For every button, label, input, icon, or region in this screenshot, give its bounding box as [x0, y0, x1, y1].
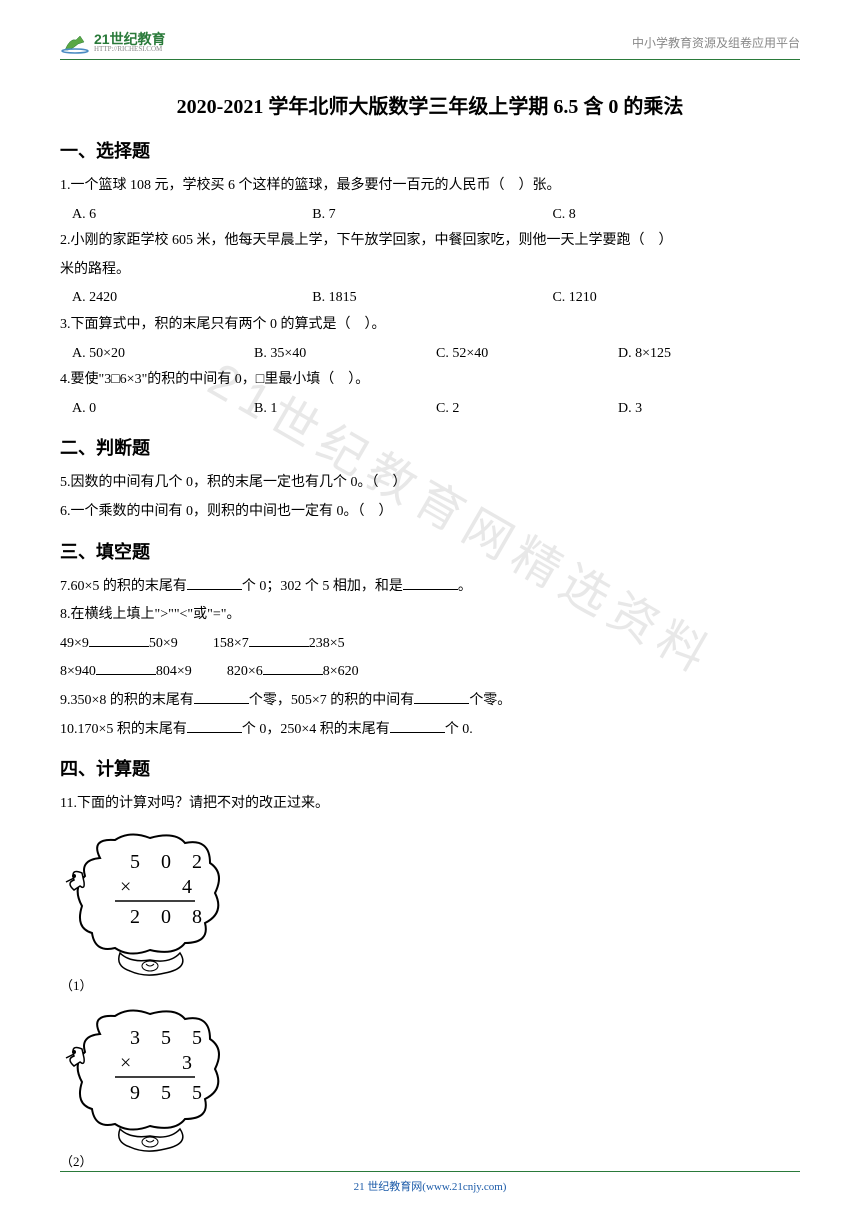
q8r2b: 804×9	[156, 664, 192, 679]
header-divider	[60, 59, 800, 60]
q8r1d: 238×5	[309, 636, 345, 651]
q10-a: 10.170×5 积的末尾有	[60, 722, 187, 737]
q8r2d: 8×620	[323, 664, 359, 679]
blank	[414, 690, 469, 704]
section-3-header: 三、填空题	[60, 538, 800, 564]
svg-text:3: 3	[182, 1052, 192, 1074]
page-header: 21世纪教育 HTTP://RICHESI.COM 中小学教育资源及组卷应用平台	[60, 30, 800, 54]
q2-text-2: 米的路程。	[60, 257, 800, 284]
section-2-header: 二、判断题	[60, 434, 800, 460]
q10-b: 个 0，250×4 积的末尾有	[242, 722, 390, 737]
svg-text:×: ×	[120, 876, 131, 898]
q3-opt-b: B. 35×40	[254, 341, 436, 368]
q3-opt-c: C. 52×40	[436, 341, 618, 368]
logo: 21世纪教育 HTTP://RICHESI.COM	[60, 30, 166, 54]
svg-text:9 5 5: 9 5 5	[130, 1082, 210, 1104]
blank	[194, 690, 249, 704]
q3-text: 3.下面算式中，积的末尾只有两个 0 的算式是（ ）。	[60, 312, 800, 339]
q4-opt-b: B. 1	[254, 396, 436, 423]
q2-text-1: 2.小刚的家距学校 605 米，他每天早晨上学，下午放学回家，中餐回家吃，则他一…	[60, 228, 800, 255]
q7-a: 7.60×5 的积的末尾有	[60, 579, 187, 594]
blank	[96, 661, 156, 675]
svg-text:5 0 2: 5 0 2	[130, 851, 210, 873]
calc-1-image: 5 0 2 × 4 2 0 8	[60, 828, 800, 988]
q8-text: 8.在横线上填上">""<"或"="。	[60, 602, 800, 629]
q9-b: 个零，505×7 的积的中间有	[249, 693, 414, 708]
q4-opt-a: A. 0	[72, 396, 254, 423]
q4-text: 4.要使"3□6×3"的积的中间有 0，□里最小填（ ）。	[60, 367, 800, 394]
q7-c: 。	[458, 579, 472, 594]
q9-c: 个零。	[469, 693, 511, 708]
svg-text:3 5 5: 3 5 5	[130, 1027, 210, 1049]
q8r2c: 820×6	[227, 664, 263, 679]
page-footer: 21 世纪教育网(www.21cnjy.com)	[0, 1171, 860, 1194]
logo-icon	[60, 30, 90, 54]
footer-text: 21 世纪教育网(www.21cnjy.com)	[354, 1181, 507, 1193]
q7: 7.60×5 的积的末尾有 个 0；302 个 5 相加，和是 。	[60, 574, 800, 601]
q10: 10.170×5 积的末尾有 个 0，250×4 积的末尾有 个 0.	[60, 717, 800, 744]
logo-text-main: 21世纪教育	[94, 32, 166, 46]
blank	[249, 633, 309, 647]
q3-options: A. 50×20 B. 35×40 C. 52×40 D. 8×125	[60, 341, 800, 368]
q1-opt-b: B. 7	[312, 202, 552, 229]
svg-text:2 0 8: 2 0 8	[130, 906, 210, 928]
q3-opt-a: A. 50×20	[72, 341, 254, 368]
q9-a: 9.350×8 的积的末尾有	[60, 693, 194, 708]
q10-c: 个 0.	[445, 722, 473, 737]
blank	[403, 576, 458, 590]
blank	[89, 633, 149, 647]
q8r1a: 49×9	[60, 636, 89, 651]
q1-opt-a: A. 6	[72, 202, 312, 229]
q2-opt-b: B. 1815	[312, 285, 552, 312]
q8r2a: 8×940	[60, 664, 96, 679]
section-4-header: 四、计算题	[60, 755, 800, 781]
q2-opt-c: C. 1210	[552, 285, 792, 312]
q2-options: A. 2420 B. 1815 C. 1210	[60, 285, 800, 312]
header-right-text: 中小学教育资源及组卷应用平台	[632, 34, 800, 51]
q1-opt-c: C. 8	[552, 202, 792, 229]
q7-b: 个 0；302 个 5 相加，和是	[242, 579, 403, 594]
svg-text:×: ×	[120, 1052, 131, 1074]
q8-row1: 49×9 50×9 158×7 238×5	[60, 631, 800, 658]
blank	[390, 719, 445, 733]
logo-text-sub: HTTP://RICHESI.COM	[94, 46, 166, 53]
q6-text: 6.一个乘数的中间有 0，则积的中间也一定有 0。（ ）	[60, 499, 800, 526]
svg-text:4: 4	[182, 876, 192, 898]
q8-row2: 8×940 804×9 820×6 8×620	[60, 659, 800, 686]
blank	[263, 661, 323, 675]
section-1-header: 一、选择题	[60, 137, 800, 163]
q1-options: A. 6 B. 7 C. 8	[60, 202, 800, 229]
q3-opt-d: D. 8×125	[618, 341, 800, 368]
q8r1b: 50×9	[149, 636, 178, 651]
q9: 9.350×8 的积的末尾有 个零，505×7 的积的中间有 个零。	[60, 688, 800, 715]
page-title: 2020-2021 学年北师大版数学三年级上学期 6.5 含 0 的乘法	[60, 90, 800, 119]
q4-options: A. 0 B. 1 C. 2 D. 3	[60, 396, 800, 423]
q4-opt-c: C. 2	[436, 396, 618, 423]
q1-text: 1.一个篮球 108 元，学校买 6 个这样的篮球，最多要付一百元的人民币（ ）…	[60, 173, 800, 200]
q5-text: 5.因数的中间有几个 0，积的末尾一定也有几个 0。（ ）	[60, 470, 800, 497]
blank	[187, 719, 242, 733]
q2-opt-a: A. 2420	[72, 285, 312, 312]
q4-opt-d: D. 3	[618, 396, 800, 423]
q8r1c: 158×7	[213, 636, 249, 651]
q11-text: 11.下面的计算对吗？请把不对的改正过来。	[60, 791, 800, 818]
calc-2-image: 3 5 5 × 3 9 5 5	[60, 1004, 800, 1164]
footer-divider	[60, 1171, 800, 1172]
blank	[187, 576, 242, 590]
